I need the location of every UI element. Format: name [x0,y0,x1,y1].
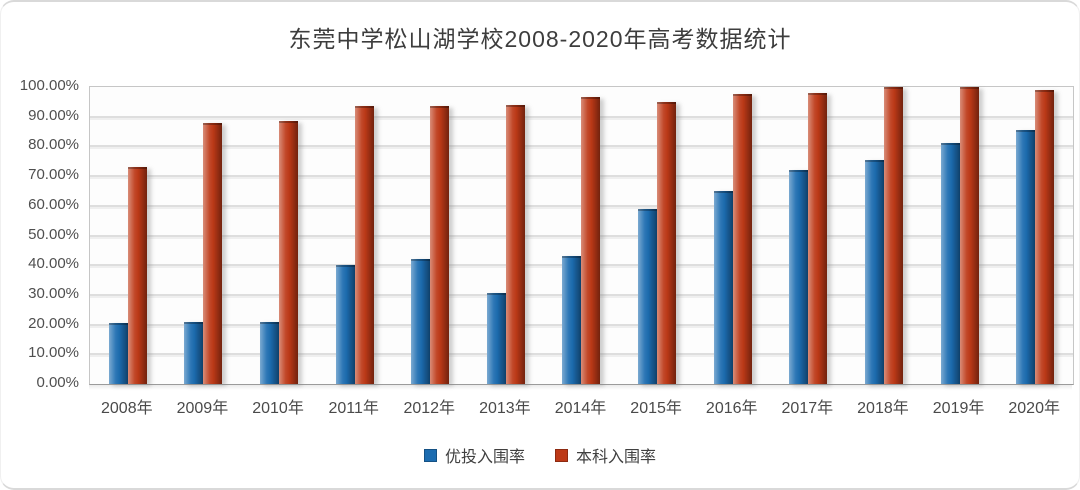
legend: 优投入围率 本科入围率 [1,443,1079,467]
category-slot-2008年 [90,87,166,384]
bar-series1-2010年 [279,121,299,384]
bar-series0-2015年 [638,208,658,384]
category-slot-2015年 [619,87,695,384]
category-slot-2019年 [922,87,998,384]
bar-series0-2011年 [335,265,355,384]
y-tick-label-60.00%: 60.00% [28,195,79,213]
bar-series1-2012年 [430,106,450,384]
bar-series1-2013年 [505,104,525,384]
chart-title: 东莞中学松山湖学校2008-2020年高考数据统计 [288,26,792,52]
bar-series1-2020年 [1035,89,1055,384]
x-tick-label-2016年: 2016年 [705,400,758,417]
y-tick-label-80.00%: 80.00% [28,136,79,154]
x-tick-label-2017年: 2017年 [781,400,834,417]
bar-series1-2015年 [657,101,677,384]
y-tick-label-50.00%: 50.00% [28,225,79,243]
bar-series0-2013年 [486,293,506,384]
plot-floor-shadow [89,384,1072,390]
bar-series0-2016年 [713,190,733,384]
category-slot-2018年 [846,87,922,384]
bar-series0-2008年 [108,323,128,384]
bar-series0-2010年 [260,321,280,384]
bar-series0-2019年 [940,143,960,384]
plot-area [89,86,1074,385]
y-tick-label-0.00%: 0.00% [36,374,79,391]
bar-series1-2019年 [959,87,979,384]
x-tick-label-2014年: 2014年 [554,400,607,417]
category-slot-2014年 [544,87,620,384]
bar-series0-2018年 [864,159,884,384]
category-slot-2010年 [241,87,317,384]
y-tick-label-70.00%: 70.00% [28,166,79,184]
y-tick-label-90.00%: 90.00% [28,106,79,124]
category-slot-2017年 [771,87,847,384]
x-tick-label-2019年: 2019年 [932,400,985,417]
legend-label-youtou: 优投入围率 [444,449,525,466]
category-slot-2013年 [468,87,544,384]
legend-swatch-youtou [423,448,437,462]
x-tick-label-2009年: 2009年 [176,400,229,417]
x-tick-label-2020年: 2020年 [1008,400,1060,417]
bar-series0-2009年 [184,321,204,384]
category-slot-2012年 [392,87,468,384]
bar-series1-2016年 [732,94,752,384]
bar-series0-2012年 [411,259,431,384]
x-tick-label-2015年: 2015年 [630,400,682,417]
bar-series1-2011年 [354,106,374,384]
bar-series1-2018年 [883,87,903,384]
y-tick-label-10.00%: 10.00% [28,344,79,362]
bar-series1-2014年 [581,97,601,384]
x-tick-label-2008年: 2008年 [101,400,153,417]
legend-item-benke: 本科入围率 [555,443,656,467]
legend-label-benke: 本科入围率 [576,449,657,466]
y-tick-label-100.00%: 100.00% [19,77,79,94]
category-slot-2016年 [695,87,771,384]
bar-series1-2008年 [127,167,147,384]
y-tick-label-20.00%: 20.00% [28,314,79,332]
bar-series1-2017年 [808,92,828,384]
category-slot-2020年 [997,87,1073,384]
x-tick-label-2013年: 2013年 [479,400,531,417]
x-tick-label-2012年: 2012年 [403,400,456,417]
x-tick-label-2018年: 2018年 [857,400,909,417]
legend-item-youtou: 优投入围率 [423,443,525,467]
bar-series1-2009年 [203,122,223,384]
bar-series0-2014年 [562,256,582,384]
x-tick-label-2011年: 2011年 [328,400,379,417]
category-slot-2011年 [317,87,393,384]
category-slot-2009年 [166,87,242,384]
bar-series0-2017年 [789,170,809,384]
x-tick-label-2010年: 2010年 [252,400,304,417]
bar-series0-2020年 [1016,130,1036,384]
legend-swatch-benke [555,448,568,462]
y-tick-label-40.00%: 40.00% [28,255,79,273]
y-tick-label-30.00%: 30.00% [28,284,79,302]
